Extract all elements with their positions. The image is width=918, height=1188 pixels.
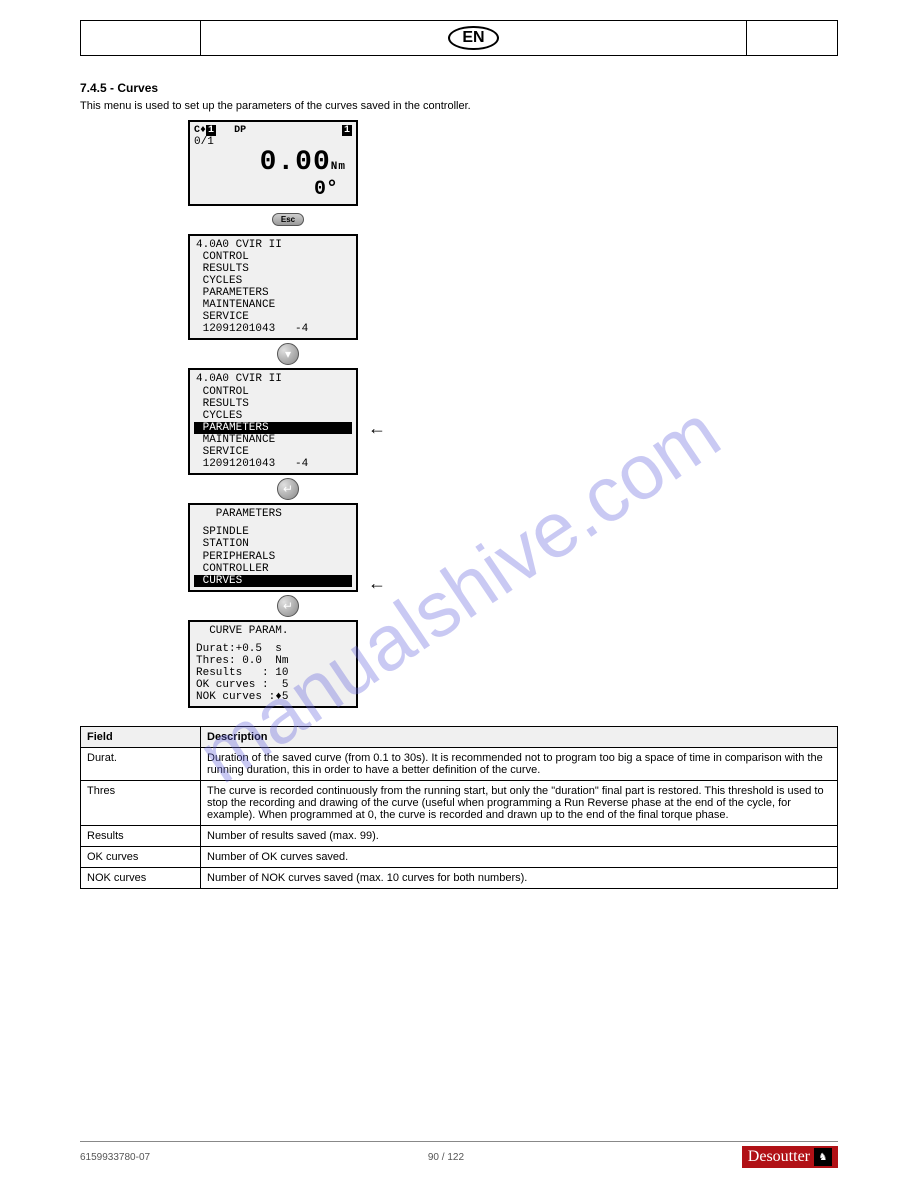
pointer-arrow-icon: ← — [368, 418, 386, 439]
section-intro: This menu is used to set up the paramete… — [80, 99, 838, 114]
cell-desc: Number of NOK curves saved (max. 10 curv… — [201, 868, 838, 889]
esc-button-icon: Esc — [272, 213, 304, 226]
s2-l1: 4.0A0 CVIR II — [194, 239, 352, 251]
s2-l2: CONTROL — [194, 251, 352, 263]
s1-c: C — [194, 125, 200, 136]
lcd-screen-parameters: PARAMETERS SPINDLE STATION PERIPHERALS C… — [188, 503, 358, 592]
s4-l3: PERIPHERALS — [194, 551, 352, 563]
s2-l6: MAINTENANCE — [194, 299, 352, 311]
s3-l4: CYCLES — [194, 410, 352, 422]
s4-l1: SPINDLE — [194, 526, 352, 538]
s1-degu: ° — [326, 178, 338, 201]
s1-box1: 1 — [206, 125, 216, 136]
footer-pagenum: 90 / 122 — [428, 1152, 464, 1163]
s5-l4: OK curves : 5 — [194, 679, 352, 691]
s3-sel: PARAMETERS — [194, 422, 352, 434]
s1-dp: DP — [234, 125, 246, 136]
pointer-arrow-icon: ← — [368, 573, 386, 594]
s4-l2: STATION — [194, 538, 352, 550]
s5-l1: Durat:+0.5 s — [194, 643, 352, 655]
table-row: ResultsNumber of results saved (max. 99)… — [81, 826, 838, 847]
table-row: OK curvesNumber of OK curves saved. — [81, 847, 838, 868]
header-right-cell — [747, 21, 837, 55]
s1-deg: 0 — [314, 178, 326, 201]
s4-l4: CONTROLLER — [194, 563, 352, 575]
cell-desc: The curve is recorded continuously from … — [201, 781, 838, 826]
s2-l5: PARAMETERS — [194, 287, 352, 299]
cell-desc: Number of results saved (max. 99). — [201, 826, 838, 847]
s3-l1: 4.0A0 CVIR II — [194, 373, 352, 385]
s3-l3: RESULTS — [194, 398, 352, 410]
s4-title: PARAMETERS — [194, 508, 352, 520]
s2-l4: CYCLES — [194, 275, 352, 287]
table-row: NOK curvesNumber of NOK curves saved (ma… — [81, 868, 838, 889]
s3-l2: CONTROL — [194, 386, 352, 398]
cell-field: Results — [81, 826, 201, 847]
cell-desc: Duration of the saved curve (from 0.1 to… — [201, 748, 838, 781]
brand-horse-icon: ♞ — [814, 1148, 832, 1166]
section-title: 7.4.5 - Curves — [80, 81, 838, 95]
s5-l3: Results : 10 — [194, 667, 352, 679]
s3-l7: SERVICE — [194, 446, 352, 458]
s1-box2: 1 — [342, 125, 352, 136]
s2-l3: RESULTS — [194, 263, 352, 275]
page-header-bar: EN — [80, 20, 838, 56]
s1-val: 0.00 — [260, 147, 331, 178]
header-left-cell — [81, 21, 201, 55]
screen-flow: C♦1 DP 1 0/1 0.00Nm 0° Esc 4.0A0 CVIR II… — [188, 120, 388, 709]
header-center-cell: EN — [201, 21, 747, 55]
s3-l6: MAINTENANCE — [194, 434, 352, 446]
down-button-icon: ▾ — [277, 343, 299, 365]
s2-l7: SERVICE — [194, 311, 352, 323]
table-row: ThresThe curve is recorded continuously … — [81, 781, 838, 826]
s5-l5: NOK curves :♦5 — [194, 691, 352, 703]
table-row: Durat.Duration of the saved curve (from … — [81, 748, 838, 781]
lcd-screen-curveparam: CURVE PARAM. Durat:+0.5 s Thres: 0.0 Nm … — [188, 620, 358, 709]
lcd-screen-main: C♦1 DP 1 0/1 0.00Nm 0° — [188, 120, 358, 206]
page-footer: 6159933780-07 90 / 122 Desoutter ♞ — [80, 1141, 838, 1168]
cell-desc: Number of OK curves saved. — [201, 847, 838, 868]
th-field: Field — [81, 727, 201, 748]
footer-docnum: 6159933780-07 — [80, 1152, 150, 1163]
enter-button-icon: ↵ — [277, 595, 299, 617]
language-badge: EN — [448, 26, 498, 50]
lcd-screen-mainmenu: 4.0A0 CVIR II CONTROL RESULTS CYCLES PAR… — [188, 234, 358, 341]
cell-field: Thres — [81, 781, 201, 826]
enter-button-icon: ↵ — [277, 478, 299, 500]
s4-sel: CURVES — [194, 575, 352, 587]
s1-unit: Nm — [331, 161, 346, 173]
cell-field: Durat. — [81, 748, 201, 781]
cell-field: NOK curves — [81, 868, 201, 889]
s2-l8: 12091201043 -4 — [194, 323, 352, 335]
brand-logo: Desoutter ♞ — [742, 1146, 838, 1168]
th-desc: Description — [201, 727, 838, 748]
s5-l2: Thres: 0.0 Nm — [194, 655, 352, 667]
parameters-table: Field Description Durat.Duration of the … — [80, 726, 838, 889]
s5-title: CURVE PARAM. — [194, 625, 352, 637]
s3-l8: 12091201043 -4 — [194, 458, 352, 470]
lcd-screen-mainmenu-sel: 4.0A0 CVIR II CONTROL RESULTS CYCLES PAR… — [188, 368, 358, 475]
cell-field: OK curves — [81, 847, 201, 868]
brand-text: Desoutter — [748, 1148, 810, 1166]
